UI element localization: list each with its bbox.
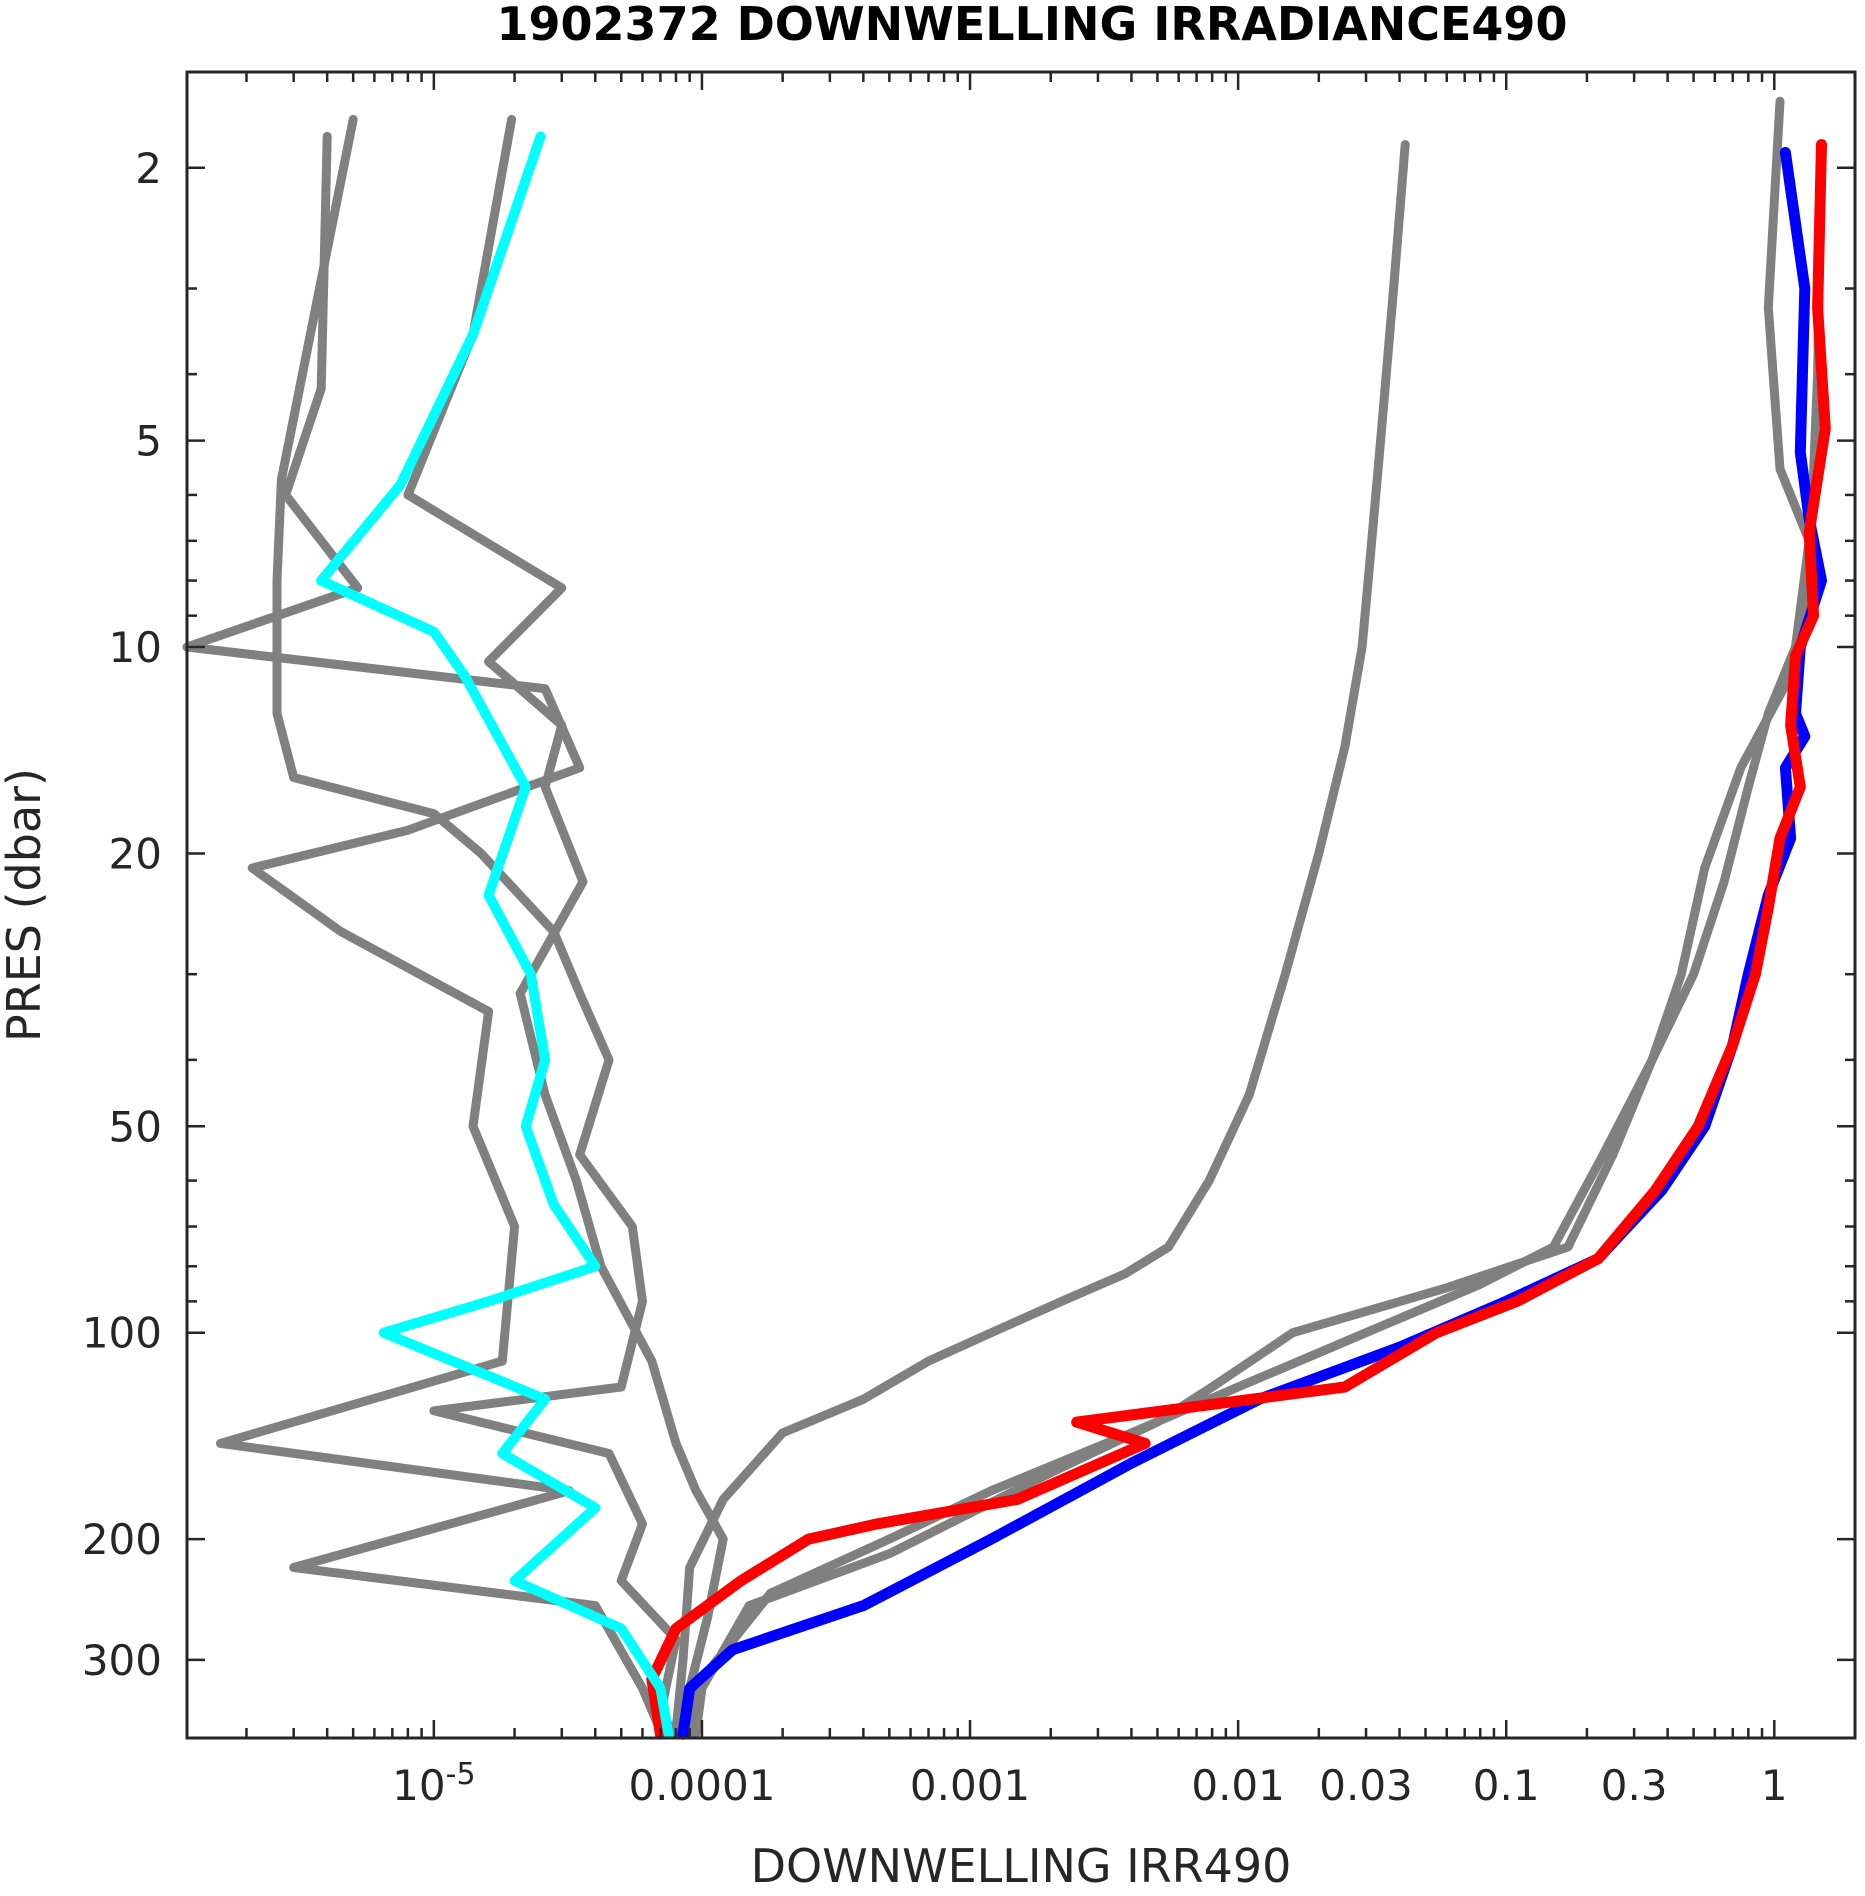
series-layer	[182, 96, 1831, 1740]
chart-title: 1902372 DOWNWELLING IRRADIANCE490	[497, 0, 1568, 51]
profile-line-4	[671, 140, 1410, 1735]
x-tick-label: 1	[1761, 1761, 1788, 1810]
profile-line-5	[691, 96, 1814, 1739]
profile-line-8	[646, 139, 1831, 1740]
y-tick-label: 100	[82, 1309, 162, 1358]
x-tick-label: 10-5	[392, 1757, 475, 1810]
plot-frame	[185, 70, 1857, 1740]
x-axis-label: DOWNWELLING IRR490	[751, 1839, 1292, 1893]
x-tick-label: 0.01	[1191, 1761, 1285, 1810]
x-tick-label: 0.03	[1319, 1761, 1413, 1810]
profile-line-1	[182, 131, 665, 1735]
y-tick-label: 50	[109, 1102, 162, 1151]
x-tick-label: 0.0001	[628, 1761, 775, 1810]
x-tick-label: 0.3	[1601, 1761, 1668, 1810]
tick-layer	[187, 72, 1857, 1738]
x-tick-label: 0.001	[910, 1761, 1030, 1810]
profile-line-6	[685, 148, 1826, 1739]
y-tick-label: 2	[135, 144, 162, 193]
profile-line-2	[272, 114, 681, 1739]
y-tick-label: 300	[82, 1636, 162, 1685]
y-axis-label: PRES (dbar)	[0, 768, 51, 1042]
profile-line-9	[316, 131, 674, 1740]
y-tick-label: 10	[109, 623, 162, 672]
y-tick-label: 200	[82, 1515, 162, 1564]
y-tick-label: 20	[109, 829, 162, 878]
profile-line-7	[677, 147, 1827, 1740]
profile-line-3	[403, 114, 728, 1739]
tick-label-layer: 10-5 0.0001 0.001 0.01 0.03 0.1 0.3 1 2 5 10 20 50 10…	[82, 144, 1788, 1810]
x-tick-label: 0.1	[1473, 1761, 1540, 1810]
y-tick-label: 5	[135, 417, 162, 466]
